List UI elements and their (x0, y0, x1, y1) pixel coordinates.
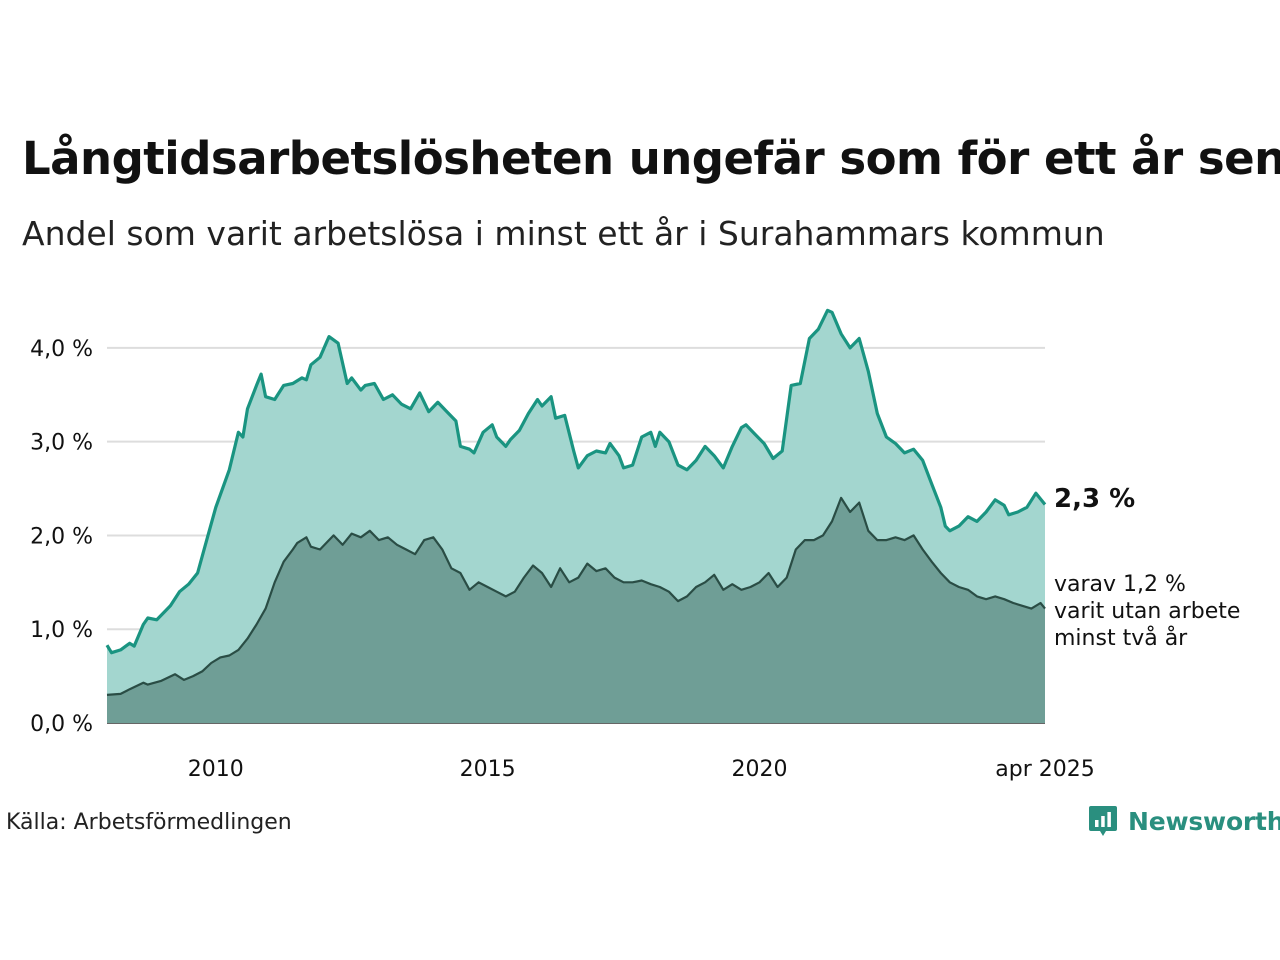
chart-title: Långtidsarbetslösheten ungefär som för e… (22, 132, 1280, 185)
y-tick-label: 3,0 % (30, 431, 93, 456)
source-note: Källa: Arbetsförmedlingen (6, 810, 292, 835)
y-axis: 0,0 % 1,0 % 2,0 % 3,0 % 4,0 % (30, 337, 93, 737)
y-tick-label: 0,0 % (30, 712, 93, 737)
y-tick-label: 2,0 % (30, 524, 93, 549)
series-areas (105, 308, 1047, 723)
brand-logo[interactable]: Newsworthy (1088, 804, 1280, 838)
x-tick-label: 2020 (732, 757, 788, 782)
chart-subtitle: Andel som varit arbetslösa i minst ett å… (22, 214, 1105, 253)
newsworthy-icon (1089, 806, 1117, 836)
series-line-over_two_years (106, 496, 1046, 696)
sub-label-line-1: varav 1,2 % (1054, 572, 1186, 597)
area-chart: 0,0 % 1,0 % 2,0 % 3,0 % 4,0 % 2010 2015 2020 ap… (30, 308, 1095, 782)
series-line-total (105, 308, 1047, 655)
latest-value-label: 2,3 % (1054, 484, 1136, 514)
sub-label-line-2: varit utan arbete (1054, 599, 1241, 624)
x-tick-label: apr 2025 (995, 757, 1094, 782)
x-tick-label: 2010 (188, 757, 244, 782)
sub-series-label: varav 1,2 % varit utan arbete minst två … (1054, 571, 1240, 652)
sub-label-line-3: minst två år (1054, 626, 1188, 651)
y-tick-label: 1,0 % (30, 618, 93, 643)
brand-name: Newsworthy (1128, 806, 1280, 836)
x-axis: 2010 2015 2020 apr 2025 (188, 757, 1095, 782)
y-tick-label: 4,0 % (30, 337, 93, 362)
series-area-over_two_years (107, 497, 1045, 723)
x-tick-label: 2015 (460, 757, 516, 782)
